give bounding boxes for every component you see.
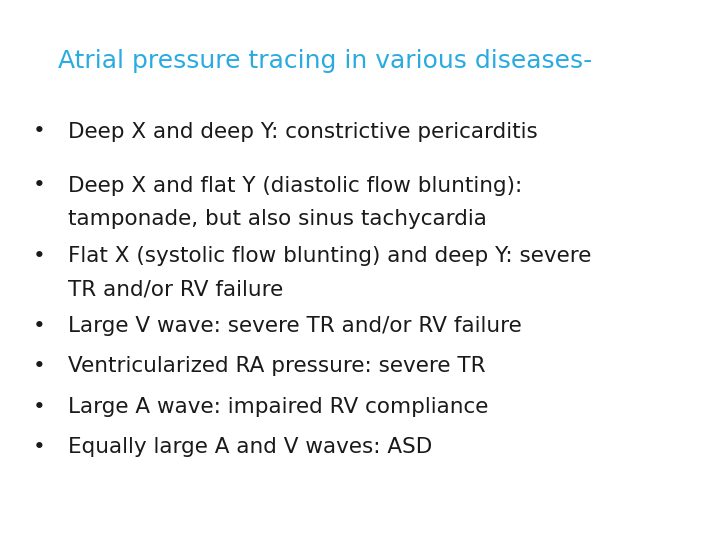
Text: •: • [33, 316, 46, 336]
Text: •: • [33, 122, 46, 141]
Text: Ventricularized RA pressure: severe TR: Ventricularized RA pressure: severe TR [68, 356, 486, 376]
Text: Large A wave: impaired RV compliance: Large A wave: impaired RV compliance [68, 397, 489, 417]
Text: Deep X and deep Y: constrictive pericarditis: Deep X and deep Y: constrictive pericard… [68, 122, 538, 141]
Text: •: • [33, 437, 46, 457]
Text: •: • [33, 246, 46, 266]
Text: Atrial pressure tracing in various diseases-: Atrial pressure tracing in various disea… [58, 49, 592, 72]
Text: Large V wave: severe TR and/or RV failure: Large V wave: severe TR and/or RV failur… [68, 316, 522, 336]
Text: •: • [33, 176, 46, 195]
Text: Equally large A and V waves: ASD: Equally large A and V waves: ASD [68, 437, 433, 457]
Text: TR and/or RV failure: TR and/or RV failure [68, 279, 284, 299]
Text: •: • [33, 397, 46, 417]
Text: tamponade, but also sinus tachycardia: tamponade, but also sinus tachycardia [68, 209, 487, 229]
Text: •: • [33, 356, 46, 376]
Text: Flat X (systolic flow blunting) and deep Y: severe: Flat X (systolic flow blunting) and deep… [68, 246, 592, 266]
Text: Deep X and flat Y (diastolic flow blunting):: Deep X and flat Y (diastolic flow blunti… [68, 176, 523, 195]
